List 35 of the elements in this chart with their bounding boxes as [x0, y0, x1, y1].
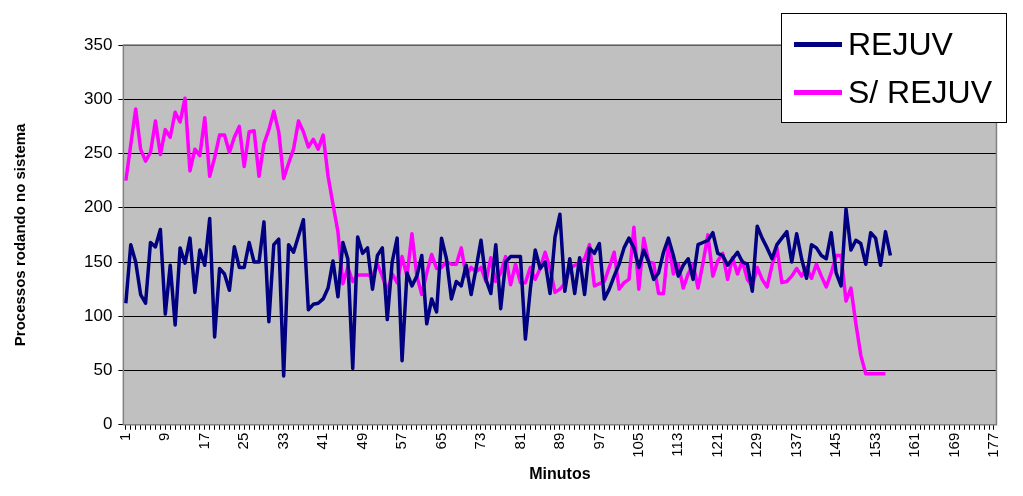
- y-tick-label: 50: [93, 360, 113, 380]
- x-tick-label: 169: [944, 432, 962, 458]
- x-tick-label: 105: [628, 432, 646, 458]
- y-tick-label: 350: [83, 34, 113, 54]
- x-axis-title: Minutos: [529, 464, 591, 482]
- y-tick-label: 300: [83, 88, 113, 108]
- x-tick-label: 153: [865, 432, 883, 458]
- y-tick-label: 150: [83, 251, 113, 271]
- x-tick-label: 113: [668, 432, 686, 457]
- legend-label: REJUV: [847, 25, 953, 64]
- y-tick-label: 200: [83, 197, 113, 217]
- x-tick-label: 73: [471, 432, 489, 450]
- x-tick-label: 89: [550, 432, 568, 450]
- x-tick-label: 41: [313, 432, 331, 450]
- x-tick-label: 9: [155, 432, 173, 442]
- y-tick-label: 100: [83, 305, 113, 325]
- x-tick-label: 17: [194, 432, 212, 450]
- y-axis-title: Processos rodando no sistema: [11, 122, 29, 347]
- x-tick-label: 177: [984, 432, 1002, 458]
- x-tick-label: 137: [786, 432, 804, 458]
- x-tick-label: 49: [352, 432, 370, 450]
- x-tick-label: 57: [392, 432, 410, 450]
- x-tick-label: 129: [747, 432, 765, 458]
- x-tick-label: 25: [234, 432, 252, 450]
- x-tick-label: 161: [905, 432, 923, 458]
- x-tick-label: 121: [707, 432, 725, 458]
- x-tick-label: 97: [589, 432, 607, 450]
- x-tick-label: 81: [510, 432, 528, 450]
- y-tick-label: 250: [83, 143, 113, 163]
- x-tick-label: 65: [431, 432, 449, 450]
- legend-label: S/ REJUV: [847, 73, 992, 112]
- x-tick-label: 145: [826, 432, 844, 458]
- x-tick-label: 1: [115, 432, 133, 442]
- y-tick-label: 0: [102, 414, 113, 434]
- x-tick-label: 33: [273, 432, 291, 450]
